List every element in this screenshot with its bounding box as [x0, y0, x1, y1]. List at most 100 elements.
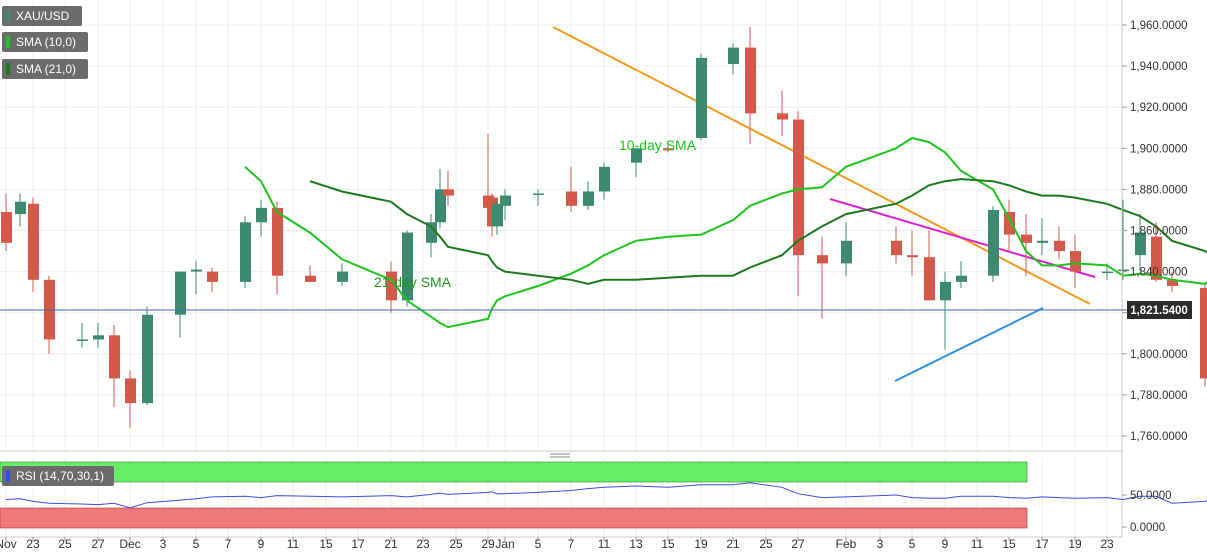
time-tick-label: 21 — [384, 537, 398, 551]
legend-symbol-label: XAU/USD — [16, 9, 70, 23]
current-price-tag: 1,821.5400 — [1127, 301, 1192, 319]
time-tick-label: 25 — [58, 537, 72, 551]
bull-candle — [175, 271, 186, 315]
time-tick-label: 15 — [1002, 537, 1016, 551]
bull-candle — [533, 193, 544, 196]
bear-candle — [817, 255, 828, 264]
time-tick-label: 27 — [791, 537, 805, 551]
bear-candle — [663, 148, 674, 151]
price-tick-label: 1,840.0000 — [1130, 267, 1188, 279]
bull-candle — [1135, 232, 1146, 256]
bull-candle — [599, 166, 610, 192]
time-tick-label: 7 — [225, 537, 232, 551]
bull-candle — [191, 269, 202, 272]
time-tick-label: 23 — [26, 537, 40, 551]
rsi-overbought-zone — [0, 461, 1028, 483]
sma-lines — [244, 136, 1207, 329]
candles — [1, 27, 1207, 428]
price-tick-label: 1,940.0000 — [1130, 61, 1188, 73]
time-tick-label: 3 — [160, 537, 167, 551]
price-tick-label: 1,880.0000 — [1130, 184, 1188, 196]
grid — [0, 0, 1122, 537]
bear-candle — [207, 271, 218, 282]
bear-candle — [1, 212, 12, 243]
bear-candle — [1200, 288, 1207, 379]
time-tick-label: 11 — [598, 537, 611, 551]
sma21-swatch — [6, 63, 10, 75]
bull-candle — [1037, 240, 1048, 243]
price-tick-label: 1,960.0000 — [1130, 20, 1188, 32]
bear-candle — [305, 275, 316, 282]
time-tick-label: 23 — [416, 537, 430, 551]
legend-sma10[interactable]: SMA (10,0) — [2, 32, 88, 52]
price-tick-label: 1,900.0000 — [1130, 143, 1188, 155]
bull-candle — [492, 203, 503, 227]
rsi-swatch — [6, 470, 10, 482]
rsi-panel: 50.0000 0.0000 — [0, 461, 1207, 534]
bull-candle — [696, 57, 707, 139]
bull-candle — [940, 281, 951, 301]
trend-lines — [552, 26, 1096, 382]
sma21-line — [309, 178, 1207, 285]
rsi-tick-label: 0.0000 — [1130, 522, 1165, 534]
time-tick-label: 21 — [726, 537, 740, 551]
sma21-annotation: 21-day SMA — [374, 274, 452, 290]
time-tick-label: 17 — [1035, 537, 1049, 551]
bear-candle — [793, 119, 804, 256]
time-tick-label: 23 — [1100, 537, 1114, 551]
time-tick-label: Nov — [0, 537, 17, 551]
time-tick-label: 5 — [909, 537, 916, 551]
time-tick-label: 5 — [535, 537, 542, 551]
bear-candle — [28, 203, 39, 280]
bull-candle — [142, 314, 153, 404]
bull-candle — [500, 195, 511, 206]
resistance-line-long — [552, 26, 1091, 305]
bull-candle — [1118, 269, 1129, 272]
bull-candle — [240, 222, 251, 282]
time-tick-label: 19 — [1068, 537, 1082, 551]
bear-candle — [443, 189, 454, 196]
rsi-oversold-zone — [0, 507, 1028, 529]
bull-candle — [15, 201, 26, 215]
legend-rsi[interactable]: RSI (14,70,30,1) — [2, 466, 114, 486]
sma10-annotation: 10-day SMA — [619, 137, 697, 153]
legend-sma10-label: SMA (10,0) — [16, 35, 77, 49]
plot-frame — [0, 0, 1127, 538]
bear-candle — [1004, 212, 1015, 235]
bear-candle — [924, 257, 935, 301]
bear-candle — [109, 335, 120, 379]
price-tick-label: 1,920.0000 — [1130, 102, 1188, 114]
resistance-line-short — [829, 198, 1096, 278]
bull-candle — [1102, 271, 1113, 274]
time-tick-label: 15 — [661, 537, 675, 551]
time-tick-label: 11 — [971, 537, 984, 551]
bull-candle — [426, 222, 437, 243]
bear-candle — [1054, 240, 1065, 252]
legend-sma21[interactable]: SMA (21,0) — [2, 59, 88, 79]
legend-symbol[interactable]: XAU/USD — [2, 6, 82, 26]
time-tick-label: 25 — [759, 537, 773, 551]
time-tick-label: 25 — [449, 537, 463, 551]
price-axis: 1,760.00001,780.00001,800.00001,820.0000… — [1122, 20, 1188, 443]
time-tick-label: 15 — [319, 537, 333, 551]
rsi-tick-label: 50.0000 — [1130, 490, 1172, 502]
bear-candle — [1167, 279, 1178, 286]
bear-candle — [1151, 236, 1162, 280]
price-tick-label: 1,780.0000 — [1130, 390, 1188, 402]
bull-candle — [583, 191, 594, 206]
current-price-label: 1,821.5400 — [1130, 305, 1188, 317]
time-tick-label: 9 — [942, 537, 949, 551]
bull-candle — [956, 275, 967, 282]
bear-candle — [907, 255, 918, 258]
bull-candle — [93, 335, 104, 340]
bull-candle — [435, 189, 446, 223]
sma10-swatch — [6, 36, 10, 48]
time-tick-label: 7 — [568, 537, 575, 551]
bear-candle — [1021, 234, 1032, 243]
bear-candle — [272, 207, 283, 276]
bear-candle — [777, 113, 788, 120]
bull-candle — [77, 339, 88, 341]
